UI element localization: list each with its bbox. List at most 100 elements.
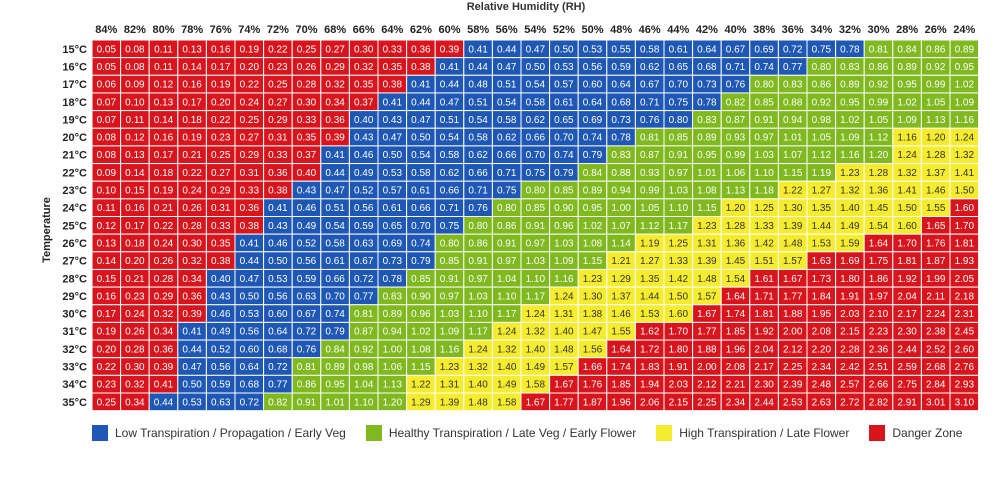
cell-value: 1.64 bbox=[611, 344, 631, 355]
cell-value: 0.95 bbox=[325, 380, 345, 391]
cell-value: 0.88 bbox=[783, 97, 803, 108]
cell-value: 1.50 bbox=[955, 186, 975, 197]
cell-value: 0.30 bbox=[125, 362, 145, 373]
cell-value: 1.00 bbox=[611, 203, 631, 214]
cell-value: 0.54 bbox=[468, 115, 488, 126]
cell-value: 0.43 bbox=[211, 291, 231, 302]
cell-value: 2.04 bbox=[897, 291, 917, 302]
cell-value: 1.06 bbox=[726, 168, 746, 179]
cell-value: 3.01 bbox=[926, 397, 946, 408]
cell-value: 0.30 bbox=[297, 97, 317, 108]
cell-value: 0.90 bbox=[411, 291, 431, 302]
cell-value: 1.40 bbox=[468, 380, 488, 391]
cell-value: 0.19 bbox=[97, 327, 117, 338]
cell-value: 0.33 bbox=[211, 221, 231, 232]
cell-value: 0.86 bbox=[812, 80, 832, 91]
cell-value: 1.76 bbox=[583, 380, 603, 391]
cell-value: 1.96 bbox=[611, 397, 631, 408]
cell-value: 0.27 bbox=[325, 44, 345, 55]
cell-value: 0.44 bbox=[182, 344, 202, 355]
cell-value: 0.11 bbox=[154, 44, 173, 55]
cell-value: 0.08 bbox=[97, 150, 117, 161]
cell-value: 0.50 bbox=[526, 62, 546, 73]
cell-value: 1.32 bbox=[497, 344, 517, 355]
cell-value: 0.22 bbox=[97, 362, 117, 373]
cell-value: 0.44 bbox=[325, 168, 345, 179]
cell-value: 0.11 bbox=[97, 203, 116, 214]
row-header: 21°C bbox=[62, 150, 87, 162]
cell-value: 0.19 bbox=[211, 80, 231, 91]
row-header: 28°C bbox=[62, 273, 87, 285]
cell-value: 0.41 bbox=[440, 62, 460, 73]
cell-value: 1.15 bbox=[783, 168, 803, 179]
cell-value: 0.39 bbox=[440, 44, 460, 55]
cell-value: 0.44 bbox=[240, 256, 260, 267]
cell-value: 0.54 bbox=[325, 221, 345, 232]
cell-value: 2.20 bbox=[812, 344, 832, 355]
cell-value: 2.84 bbox=[926, 380, 946, 391]
cell-value: 0.26 bbox=[154, 256, 174, 267]
cell-value: 0.91 bbox=[754, 115, 774, 126]
cell-value: 0.36 bbox=[182, 291, 202, 302]
cell-value: 1.59 bbox=[840, 238, 860, 249]
legend-label: High Transpiration / Late Flower bbox=[679, 426, 850, 440]
cell-value: 1.49 bbox=[526, 362, 546, 373]
cell-value: 0.29 bbox=[268, 115, 288, 126]
cell-value: 0.43 bbox=[297, 186, 317, 197]
cell-value: 1.57 bbox=[554, 362, 574, 373]
cell-value: 0.64 bbox=[611, 80, 631, 91]
cell-value: 1.48 bbox=[783, 238, 803, 249]
cell-value: 0.41 bbox=[325, 150, 345, 161]
cell-value: 0.67 bbox=[640, 80, 660, 91]
cell-value: 0.95 bbox=[955, 62, 975, 73]
row-header: 29°C bbox=[62, 291, 87, 303]
cell-value: 1.80 bbox=[669, 344, 689, 355]
cell-value: 0.17 bbox=[125, 221, 145, 232]
cell-value: 1.85 bbox=[611, 380, 631, 391]
cell-value: 0.24 bbox=[125, 309, 145, 320]
cell-value: 0.13 bbox=[154, 97, 174, 108]
cell-value: 0.35 bbox=[211, 238, 231, 249]
cell-value: 1.57 bbox=[783, 256, 803, 267]
cell-value: 1.47 bbox=[583, 327, 603, 338]
cell-value: 0.76 bbox=[468, 203, 488, 214]
row-header: 25°C bbox=[62, 220, 87, 232]
cell-value: 1.10 bbox=[669, 203, 689, 214]
cell-value: 1.32 bbox=[897, 168, 917, 179]
cell-value: 0.51 bbox=[497, 80, 517, 91]
cell-value: 0.19 bbox=[154, 186, 174, 197]
cell-value: 1.05 bbox=[812, 133, 832, 144]
cell-value: 1.03 bbox=[440, 309, 460, 320]
cell-value: 1.02 bbox=[955, 80, 975, 91]
cell-value: 0.97 bbox=[669, 168, 689, 179]
cell-value: 2.76 bbox=[955, 362, 975, 373]
cell-value: 2.93 bbox=[955, 380, 975, 391]
cell-value: 0.98 bbox=[812, 115, 832, 126]
cell-value: 0.98 bbox=[354, 362, 374, 373]
cell-value: 1.31 bbox=[697, 238, 717, 249]
cell-value: 2.44 bbox=[754, 397, 774, 408]
cell-value: 1.15 bbox=[583, 256, 603, 267]
cell-value: 2.21 bbox=[726, 380, 746, 391]
cell-value: 0.91 bbox=[526, 221, 546, 232]
cell-value: 0.31 bbox=[268, 133, 288, 144]
cell-value: 0.62 bbox=[440, 168, 460, 179]
cell-value: 1.60 bbox=[955, 203, 975, 214]
cell-value: 2.60 bbox=[955, 344, 975, 355]
cell-value: 2.82 bbox=[869, 397, 889, 408]
cell-value: 1.08 bbox=[697, 186, 717, 197]
cell-value: 0.75 bbox=[526, 168, 546, 179]
cell-value: 0.96 bbox=[554, 221, 574, 232]
cell-value: 0.41 bbox=[383, 97, 403, 108]
cell-value: 1.17 bbox=[468, 327, 488, 338]
column-header: 76% bbox=[210, 24, 232, 36]
legend-swatch bbox=[656, 425, 673, 441]
cell-value: 0.38 bbox=[411, 62, 431, 73]
cell-value: 0.30 bbox=[182, 238, 202, 249]
cell-value: 1.50 bbox=[669, 291, 689, 302]
cell-value: 1.23 bbox=[840, 168, 860, 179]
cell-value: 0.33 bbox=[268, 150, 288, 161]
cell-value: 1.05 bbox=[926, 97, 946, 108]
cell-value: 1.06 bbox=[383, 362, 403, 373]
column-header: 80% bbox=[152, 24, 174, 36]
